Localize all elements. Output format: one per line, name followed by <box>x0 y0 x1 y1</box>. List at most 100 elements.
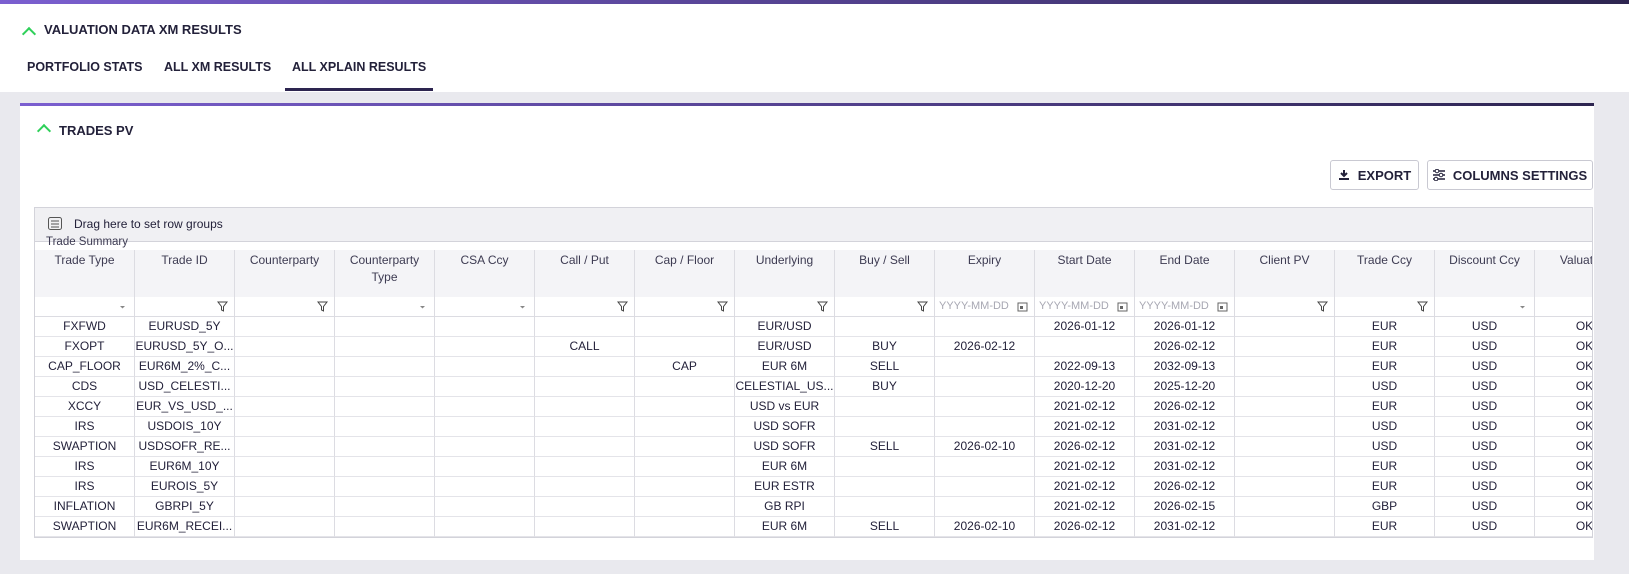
table-cell: USDOIS_10Y <box>135 417 235 437</box>
column-filter[interactable] <box>235 297 335 317</box>
table-cell: EUR <box>1335 337 1435 357</box>
caret-icon[interactable] <box>417 301 428 312</box>
table-cell <box>835 477 935 497</box>
table-cell: SELL <box>835 517 935 537</box>
table-cell: IRS <box>35 457 135 477</box>
table-cell <box>535 397 635 417</box>
column-filter[interactable] <box>1235 297 1335 317</box>
table-cell: GBRPI_5Y <box>135 497 235 517</box>
column-header[interactable]: Client PV <box>1235 250 1335 297</box>
filter-icon[interactable] <box>317 301 328 312</box>
column-filter[interactable] <box>35 297 135 317</box>
table-cell: 2026-02-12 <box>1135 337 1235 357</box>
table-cell <box>335 477 435 497</box>
filter-icon[interactable] <box>917 301 928 312</box>
column-header[interactable]: Trade Ccy <box>1335 250 1435 297</box>
table-cell: USD <box>1435 437 1535 457</box>
filter-icon[interactable] <box>1417 301 1428 312</box>
column-filter[interactable] <box>135 297 235 317</box>
table-cell <box>535 417 635 437</box>
column-filter[interactable]: YYYY-MM-DD <box>1135 297 1235 317</box>
caret-icon[interactable] <box>1517 301 1528 312</box>
table-cell: USDSOFR_RE... <box>135 437 235 457</box>
table-cell <box>935 477 1035 497</box>
calendar-icon[interactable] <box>1117 301 1128 312</box>
filter-placeholder: YYYY-MM-DD <box>1139 300 1209 312</box>
column-filter[interactable]: YYYY-MM-DD <box>935 297 1035 317</box>
filter-icon[interactable] <box>717 301 728 312</box>
table-cell: 2020-12-20 <box>1035 377 1135 397</box>
filter-icon[interactable] <box>217 301 228 312</box>
table-cell <box>935 457 1035 477</box>
column-filter[interactable] <box>735 297 835 317</box>
columns-settings-button[interactable]: COLUMNS SETTINGS <box>1427 160 1593 190</box>
table-cell: GBP <box>1335 497 1435 517</box>
tab[interactable]: ALL XM RESULTS <box>164 60 272 74</box>
calendar-icon[interactable] <box>1217 301 1228 312</box>
column-filter[interactable] <box>635 297 735 317</box>
table-cell: 2026-02-15 <box>1135 497 1235 517</box>
column-header[interactable]: CSA Ccy <box>435 250 535 297</box>
table-cell <box>435 497 535 517</box>
section-title: VALUATION DATA XM RESULTS <box>44 22 242 37</box>
column-filter[interactable] <box>535 297 635 317</box>
table-cell <box>535 317 635 337</box>
table-cell <box>1235 417 1335 437</box>
column-filter[interactable] <box>435 297 535 317</box>
table-cell: EUR/USD <box>735 337 835 357</box>
column-filter[interactable] <box>835 297 935 317</box>
tab[interactable]: PORTFOLIO STATS <box>27 60 143 74</box>
table-cell: OK <box>1535 457 1592 477</box>
table-cell: EUR 6M <box>735 457 835 477</box>
table-cell <box>235 437 335 457</box>
column-header[interactable]: Start Date <box>1035 250 1135 297</box>
table-cell: OK <box>1535 397 1592 417</box>
column-filter[interactable] <box>335 297 435 317</box>
table-cell <box>535 357 635 377</box>
filter-icon[interactable] <box>1317 301 1328 312</box>
table-cell <box>935 317 1035 337</box>
column-header[interactable]: Counterparty Type <box>335 250 435 297</box>
caret-icon[interactable] <box>117 301 128 312</box>
table-cell: 2022-09-13 <box>1035 357 1135 377</box>
table-cell <box>535 477 635 497</box>
table-cell <box>435 377 535 397</box>
table-cell <box>1235 457 1335 477</box>
column-header[interactable]: Counterparty <box>235 250 335 297</box>
table-cell: USD vs EUR <box>735 397 835 417</box>
column-header[interactable]: Underlying <box>735 250 835 297</box>
column-filter[interactable] <box>1435 297 1535 317</box>
tab[interactable]: ALL XPLAIN RESULTS <box>285 60 434 91</box>
table-cell <box>1035 337 1135 357</box>
table-cell: 2031-02-12 <box>1135 417 1235 437</box>
table-cell <box>835 317 935 337</box>
column-filter[interactable]: YYYY-MM-DD <box>1035 297 1135 317</box>
table-cell <box>1235 517 1335 537</box>
caret-icon[interactable] <box>517 301 528 312</box>
column-header[interactable]: Trade Type <box>35 250 135 297</box>
table-cell: EUR <box>1335 317 1435 337</box>
table-cell: OK <box>1535 357 1592 377</box>
column-header[interactable]: Discount Ccy <box>1435 250 1535 297</box>
table-cell: 2031-02-12 <box>1135 517 1235 537</box>
filter-icon[interactable] <box>817 301 828 312</box>
table-cell <box>235 337 335 357</box>
table-cell: EUR <box>1335 517 1435 537</box>
column-filter[interactable] <box>1335 297 1435 317</box>
column-header[interactable]: Cap / Floor <box>635 250 735 297</box>
filter-icon[interactable] <box>617 301 628 312</box>
table-cell: CELESTIAL_US... <box>735 377 835 397</box>
column-filter[interactable] <box>1535 297 1592 317</box>
column-header[interactable]: Call / Put <box>535 250 635 297</box>
table-cell <box>235 497 335 517</box>
table-cell <box>335 437 435 457</box>
export-button[interactable]: EXPORT <box>1330 160 1419 190</box>
column-header[interactable]: End Date <box>1135 250 1235 297</box>
calendar-icon[interactable] <box>1017 301 1028 312</box>
column-header[interactable]: Buy / Sell <box>835 250 935 297</box>
column-header[interactable]: Expiry <box>935 250 1035 297</box>
column-header[interactable]: Valuation <box>1535 250 1592 297</box>
column-header[interactable]: Trade ID <box>135 250 235 297</box>
table-cell: USD <box>1435 397 1535 417</box>
